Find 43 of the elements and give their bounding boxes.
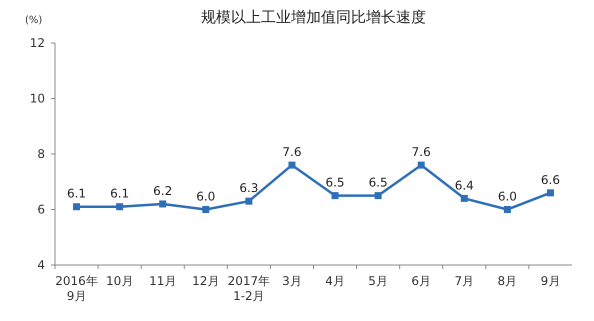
x-tick-label: 2016年 9月	[55, 274, 98, 303]
data-label: 6.0	[196, 190, 216, 204]
point	[546, 189, 554, 196]
y-tick-label: 4	[37, 258, 45, 272]
x-tick-label: 3月	[282, 274, 302, 288]
data-label: 6.6	[540, 172, 560, 187]
x-tick-label: 5月	[368, 274, 388, 288]
point	[418, 162, 425, 169]
point	[202, 206, 210, 213]
x-tick-label: 11月	[149, 274, 176, 288]
y-tick-label: 8	[37, 147, 45, 161]
point	[116, 203, 124, 210]
point	[460, 194, 468, 202]
point	[504, 206, 511, 213]
y-tick-label: 6	[37, 202, 45, 216]
y-tick-label: 12	[30, 36, 45, 50]
point	[159, 200, 166, 208]
x-tick-label: 2017年 1-2月	[228, 274, 270, 303]
data-label: 7.6	[412, 145, 431, 160]
data-label: 6.5	[325, 176, 345, 190]
x-tick-label: 7月	[454, 274, 474, 288]
point	[332, 192, 339, 200]
x-tick-label: 6月	[411, 274, 432, 288]
x-tick-label: 10月	[106, 274, 134, 288]
x-tick-label: 12月	[192, 274, 220, 288]
x-tick-label: 9月	[540, 274, 560, 288]
y-axis-title: (%)	[25, 15, 42, 26]
data-label: 6.4	[454, 178, 474, 192]
data-label: 7.6	[282, 145, 302, 160]
data-label: 6.3	[239, 181, 258, 196]
data-label: 6.2	[153, 184, 172, 198]
point	[288, 162, 296, 169]
data-label: 6.0	[498, 190, 517, 204]
data-label: 6.1	[66, 186, 86, 201]
data-label: 6.1	[110, 186, 130, 201]
x-tick-label: 8月	[498, 274, 518, 288]
y-tick-label: 10	[30, 92, 45, 106]
point	[73, 203, 80, 210]
point	[374, 192, 382, 200]
data-label: 6.5	[368, 176, 388, 190]
chart-title: 规模以上工业增加值同比增长速度	[201, 8, 426, 26]
x-tick-label: 4月	[325, 274, 345, 288]
point	[245, 198, 252, 205]
